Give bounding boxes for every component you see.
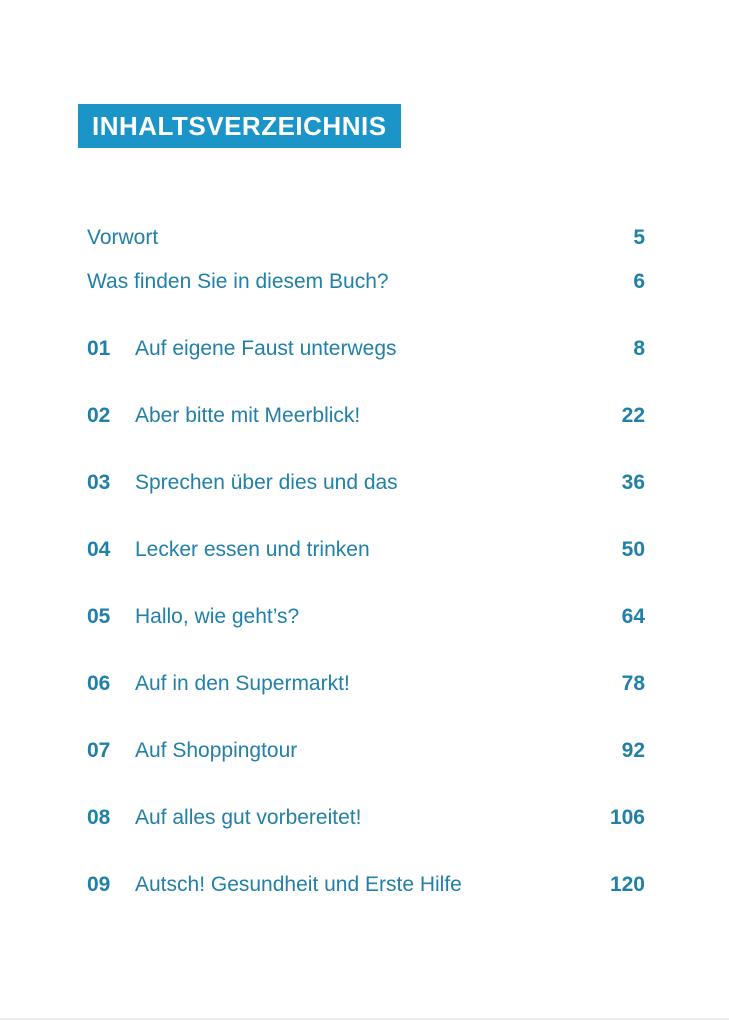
- toc-entry-page-number: 64: [621, 605, 645, 628]
- toc-chapter-number: 01: [87, 337, 111, 360]
- toc-chapter-row: 05 Hallo, wie geht’s? 64: [87, 602, 645, 632]
- toc-front-row: Vorwort 5: [87, 223, 645, 253]
- toc-entry-page-number: 78: [621, 672, 645, 695]
- toc-entry-title: Vorwort: [87, 226, 159, 249]
- toc-chapter-row: 07 Auf Shoppingtour 92: [87, 736, 645, 766]
- toc-chapter-number: 08: [87, 806, 111, 829]
- toc-entry-title: Autsch! Gesundheit und Erste Hilfe: [135, 873, 462, 896]
- toc-entry-page-number: 6: [633, 270, 645, 293]
- toc-list: Vorwort 5 Was finden Sie in diesem Buch?…: [87, 223, 645, 937]
- toc-heading-banner: INHALTSVERZEICHNIS: [78, 104, 401, 148]
- toc-entry-title: Hallo, wie geht’s?: [135, 605, 300, 628]
- toc-chapter-row: 08 Auf alles gut vorbereitet! 106: [87, 803, 645, 833]
- toc-front-row: Was finden Sie in diesem Buch? 6: [87, 267, 645, 297]
- toc-chapter-number: 09: [87, 873, 111, 896]
- toc-entry-title: Sprechen über dies und das: [135, 471, 398, 494]
- toc-entry-title: Lecker essen und trinken: [135, 538, 370, 561]
- toc-entry-title: Aber bitte mit Meerblick!: [135, 404, 361, 427]
- toc-chapter-number: 04: [87, 538, 111, 561]
- toc-entry-page-number: 92: [621, 739, 645, 762]
- toc-entry-title: Auf alles gut vorbereitet!: [135, 806, 362, 829]
- toc-chapter-number: 06: [87, 672, 111, 695]
- toc-chapter-number: 02: [87, 404, 111, 427]
- toc-chapter-row: 06 Auf in den Supermarkt! 78: [87, 669, 645, 699]
- toc-entry-title: Auf in den Supermarkt!: [135, 672, 350, 695]
- toc-chapter-number: 05: [87, 605, 111, 628]
- toc-chapter-number: 03: [87, 471, 111, 494]
- toc-entry-page-number: 50: [621, 538, 645, 561]
- toc-chapter-row: 04 Lecker essen und trinken 50: [87, 535, 645, 565]
- toc-entry-page-number: 22: [621, 404, 645, 427]
- toc-chapter-row: 02 Aber bitte mit Meerblick! 22: [87, 401, 645, 431]
- toc-entry-page-number: 106: [609, 806, 645, 829]
- toc-chapter-row: 03 Sprechen über dies und das 36: [87, 468, 645, 498]
- toc-entry-title: Auf Shoppingtour: [135, 739, 298, 762]
- toc-entry-page-number: 5: [633, 226, 645, 249]
- toc-chapter-row: 09 Autsch! Gesundheit und Erste Hilfe 12…: [87, 870, 645, 900]
- toc-entry-title: Auf eigene Faust unterwegs: [135, 337, 397, 360]
- toc-entry-title: Was finden Sie in diesem Buch?: [87, 270, 389, 293]
- toc-chapter-number: 07: [87, 739, 111, 762]
- toc-entry-page-number: 36: [621, 471, 645, 494]
- toc-entry-page-number: 8: [633, 337, 645, 360]
- toc-chapter-row: 01 Auf eigene Faust unterwegs 8: [87, 334, 645, 364]
- toc-entry-page-number: 120: [609, 873, 645, 896]
